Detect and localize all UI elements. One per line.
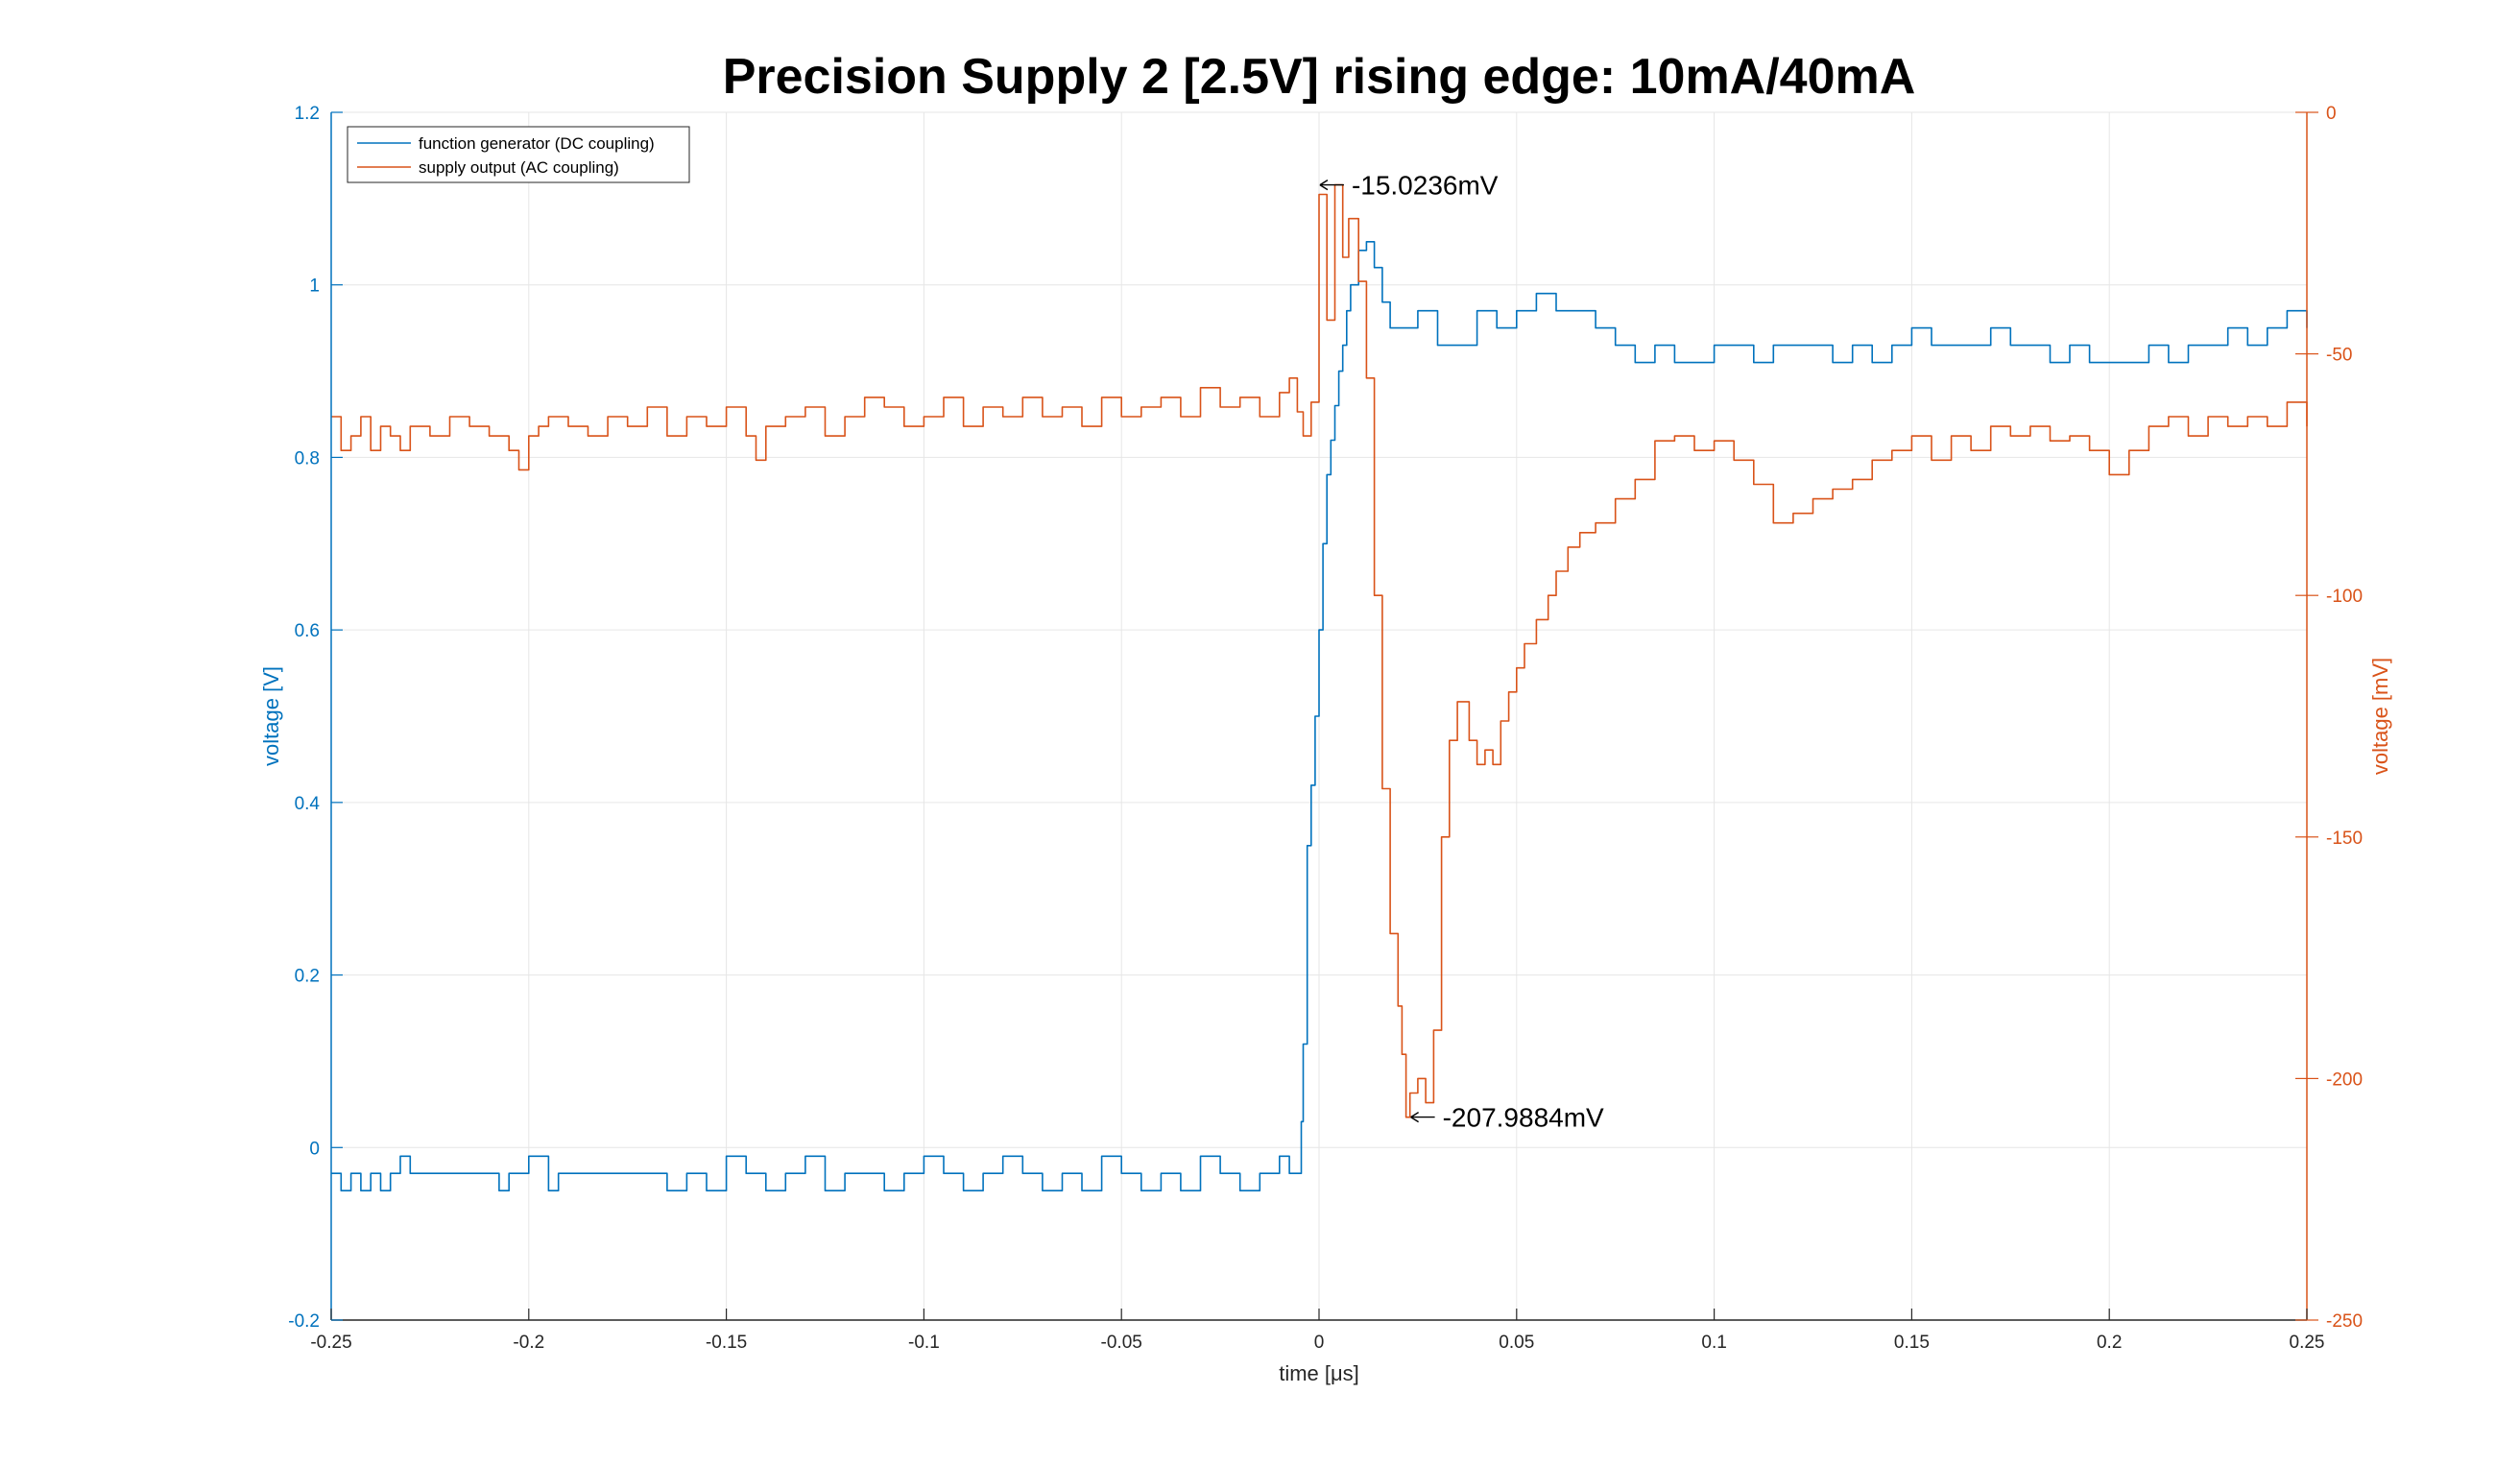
legend-label-function-generator: function generator (DC coupling) [419, 134, 655, 153]
chart-title: Precision Supply 2 [2.5V] rising edge: 1… [723, 49, 1916, 105]
y-right-tick-label: -250 [2326, 1311, 2363, 1332]
ticks: -0.25 -0.2 -0.15 -0.1 -0.05 0 0.05 0.1 0.15 0.2 0.… [288, 104, 2363, 1353]
annotation-label: -15.0236mV [1352, 171, 1499, 201]
legend-label-supply-output: supply output (AC coupling) [419, 158, 619, 177]
series-line-supply-output [331, 183, 2308, 1118]
annotation-arrow-head [1410, 1112, 1419, 1123]
y-left-tick-label: -0.2 [288, 1311, 320, 1332]
y-left-tick-label: 0 [309, 1139, 320, 1159]
y-left-tick-label: 0.6 [295, 621, 320, 641]
annotation: -15.0236mV [1319, 171, 1499, 201]
series-line-function-generator [331, 241, 2308, 1191]
x-tick-label: -0.25 [310, 1333, 351, 1353]
y-right-tick-label: -200 [2326, 1069, 2363, 1090]
y-axis-label-left: voltage [V] [259, 666, 283, 766]
x-tick-label: 0.2 [2097, 1333, 2122, 1353]
legend: function generator (DC coupling) supply … [347, 126, 690, 183]
x-axis-label: time [μs] [1279, 1361, 1359, 1385]
x-tick-label: 0.15 [1894, 1333, 1930, 1353]
y-left-tick-label: 1.2 [295, 104, 320, 124]
x-tick-label: -0.05 [1101, 1333, 1142, 1353]
legend-box [347, 126, 690, 183]
annotation-label: -207.9884mV [1443, 1103, 1604, 1133]
x-tick-label: -0.1 [908, 1333, 940, 1353]
y-right-tick-label: -150 [2326, 829, 2363, 849]
x-tick-label: 0 [1314, 1333, 1325, 1353]
y-right-tick-label: -50 [2326, 346, 2352, 366]
y-axis-label-right: voltage [mV] [2368, 658, 2392, 775]
x-tick-label: -0.2 [513, 1333, 544, 1353]
annotation: -207.9884mV [1410, 1103, 1604, 1133]
x-tick-label: -0.15 [706, 1333, 747, 1353]
y-left-tick-label: 1 [309, 276, 320, 297]
y-left-tick-label: 0.8 [295, 448, 320, 469]
y-right-tick-label: -100 [2326, 587, 2363, 607]
series-layer [331, 183, 2308, 1191]
y-left-tick-label: 0.4 [295, 794, 321, 814]
x-tick-label: 0.25 [2290, 1333, 2325, 1353]
annotations: -15.0236mV -207.9884mV [1319, 171, 1604, 1133]
y-left-tick-label: 0.2 [295, 967, 320, 987]
x-tick-label: 0.1 [1701, 1333, 1726, 1353]
annotation-arrow-head [1319, 180, 1329, 191]
y-right-tick-label: 0 [2326, 104, 2337, 124]
x-tick-label: 0.05 [1499, 1333, 1534, 1353]
